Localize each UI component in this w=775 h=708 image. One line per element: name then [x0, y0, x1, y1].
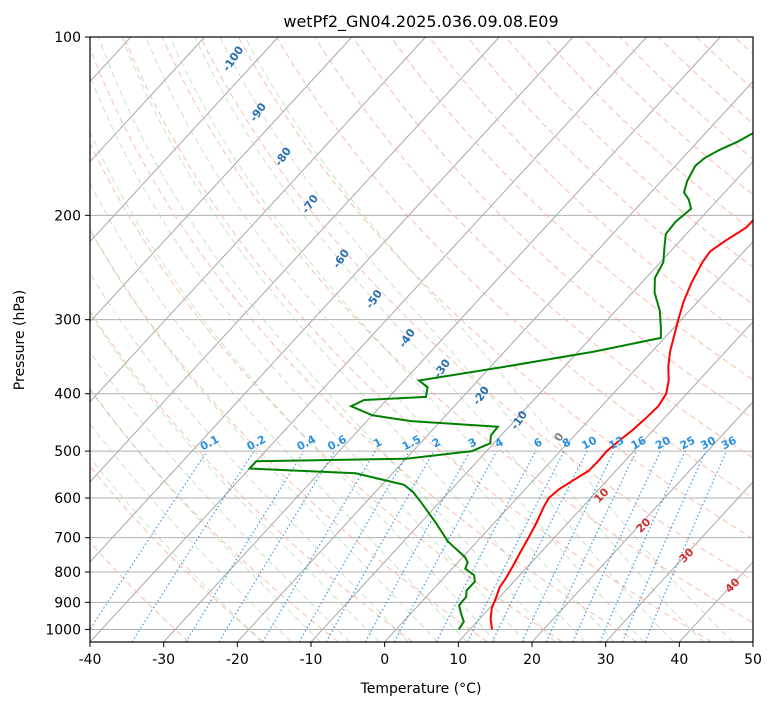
moist-adiabat-line: [169, 37, 645, 642]
chart-title: wetPf2_GN04.2025.036.09.08.E09: [283, 12, 558, 32]
isotherm-line: [90, 37, 426, 403]
dry-adiabat-line: [199, 37, 753, 581]
y-axis-title: Pressure (hPa): [12, 290, 28, 390]
x-tick-label: -20: [226, 652, 249, 668]
dry-adiabat-line: [237, 37, 753, 540]
mixing-ratio-line: [131, 450, 255, 642]
mixing-ratio-line: [218, 450, 336, 642]
x-tick-label: 30: [597, 652, 615, 668]
moist-adiabat-line: [121, 37, 586, 642]
moist-adiabat-line: [90, 74, 526, 642]
y-tick-label: 1000: [45, 622, 81, 638]
y-tick-label: 800: [54, 565, 81, 581]
x-tick-label: 0: [380, 652, 389, 668]
plot-frame: [89, 36, 754, 643]
moist-adiabat-line: [98, 37, 556, 642]
moist-adiabat-line: [90, 422, 292, 642]
mixing-ratio-line: [621, 450, 707, 642]
dry-adiabat-line: [352, 37, 753, 420]
moist-adiabat-line: [90, 181, 468, 642]
mixing-ratio-line: [185, 450, 305, 642]
y-tick-label: 600: [54, 491, 81, 507]
dry-adiabat-line: [90, 142, 563, 642]
y-tick-label: 500: [54, 444, 81, 460]
dry-adiabat-line: [90, 465, 264, 642]
dry-adiabat-line: [90, 46, 638, 642]
mixing-ratio-label: 20: [653, 434, 673, 453]
y-tick-label: 100: [54, 30, 81, 46]
x-tick-label: -40: [79, 652, 102, 668]
x-tick-label: -30: [152, 652, 175, 668]
mixing-ratio-line: [491, 450, 588, 642]
mixing-ratio-line: [644, 450, 728, 642]
y-tick-label: 300: [54, 313, 81, 329]
mixing-ratio-label: 25: [678, 434, 698, 453]
mixing-ratio-line: [393, 450, 498, 642]
mixing-ratio-label: 16: [629, 434, 649, 453]
x-tick-label: 50: [744, 652, 762, 668]
y-tick-label: 200: [54, 208, 81, 224]
dewpoint-line: [247, 131, 753, 630]
isotherm-line: [90, 37, 574, 563]
x-tick-label: -10: [300, 652, 323, 668]
mixing-ratio-line: [599, 450, 686, 642]
dry-adiabat-line: [90, 541, 190, 642]
isotherm-line: [90, 37, 353, 323]
moist-adiabat-line: [90, 228, 438, 642]
y-tick-label: 900: [54, 595, 81, 611]
dry-adiabat-line: [276, 37, 753, 499]
x-tick-label: 10: [449, 652, 467, 668]
y-tick-label: 400: [54, 387, 81, 403]
dry-adiabat-line: [314, 37, 753, 459]
temperature-line: [489, 219, 753, 630]
isotherm-line: [90, 37, 205, 163]
y-tick-label: 700: [54, 531, 81, 547]
x-axis-title: Temperature (°C): [360, 681, 482, 697]
isotherm-line: [384, 240, 753, 642]
isotherm-line: [236, 80, 753, 642]
dry-adiabat-line: [161, 37, 753, 624]
x-tick-label: 20: [523, 652, 541, 668]
mixing-ratio-line: [364, 450, 471, 642]
mixing-ratio-label: 36: [719, 434, 739, 453]
isotherm-line: [90, 37, 500, 483]
moist-adiabat-line: [90, 456, 263, 642]
isotherm-line: [163, 37, 721, 642]
dry-adiabat-line: [390, 37, 753, 381]
isotherm-line: [90, 37, 647, 642]
isotherm-line: [457, 320, 753, 642]
dry-adiabat-line: [123, 37, 712, 642]
mixing-ratio-line: [466, 450, 565, 642]
x-tick-label: 40: [670, 652, 688, 668]
isotherm-line: [90, 37, 279, 243]
mixing-ratio-line: [90, 450, 208, 631]
moist-adiabat-line: [90, 130, 497, 642]
mixing-ratio-label: 10: [579, 434, 599, 453]
isotherm-line: [531, 401, 753, 642]
mixing-ratio-label: 13: [607, 434, 627, 453]
mixing-ratio-line: [325, 450, 435, 642]
dry-adiabat-line: [90, 228, 488, 642]
moist-adiabat-line: [194, 37, 675, 642]
dry-adiabat-line: [428, 37, 753, 343]
isotherm-line: [605, 481, 753, 642]
moist-adiabat-line: [145, 37, 615, 642]
mixing-ratio-label: 30: [698, 434, 718, 453]
